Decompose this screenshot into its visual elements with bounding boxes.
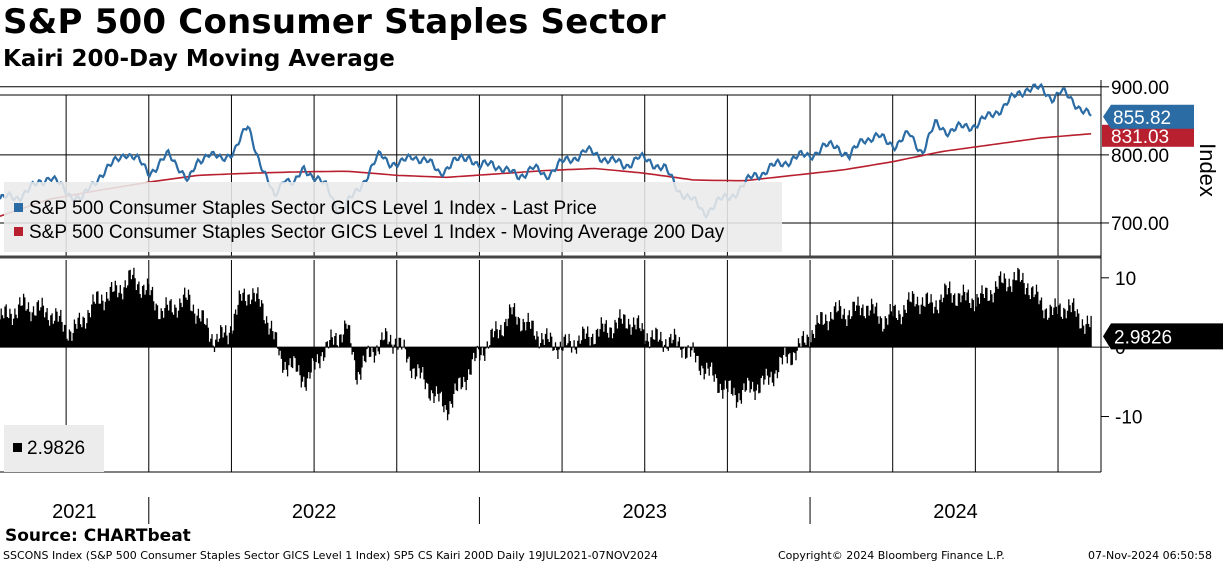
footer-timestamp: 07-Nov-2024 06:50:58 [1088, 549, 1213, 562]
price-value-tag [1103, 104, 1194, 129]
price-y-axis-label: Index [1195, 143, 1220, 197]
kairi-value-tag [1103, 323, 1223, 350]
kairi-legend: 2.9826 [4, 425, 104, 472]
moving-average-line [0, 133, 1092, 217]
price-legend: S&P 500 Consumer Staples Sector GICS Lev… [4, 182, 782, 252]
legend-swatch-moving-average [14, 227, 23, 236]
kairi-histogram [0, 267, 1092, 421]
source-note: Source: CHARTbeat [5, 526, 191, 546]
x-tick-label: 2024 [933, 501, 978, 523]
kairi-value-label: 2.9826 [1114, 327, 1172, 348]
chart-title: S&P 500 Consumer Staples Sector [3, 2, 666, 42]
price-y-tick-label: 800.00 [1111, 146, 1169, 167]
legend-item-last-price: S&P 500 Consumer Staples Sector GICS Lev… [14, 198, 597, 220]
footer-copyright: Copyright© 2024 Bloomberg Finance L.P. [778, 549, 1005, 562]
legend-label-kairi: 2.9826 [27, 438, 86, 459]
price-y-tick-label: 700.00 [1111, 214, 1169, 235]
grid-lines [0, 86, 1101, 472]
kairi-bars [0, 267, 1092, 421]
x-tick-label: 2023 [622, 501, 667, 523]
price-y-tick-label: 900.00 [1111, 78, 1169, 99]
last-price-line [0, 82, 1092, 220]
x-tick-label: 2021 [52, 501, 97, 523]
price-lines [0, 82, 1092, 220]
legend-label-moving-average: S&P 500 Consumer Staples Sector GICS Lev… [29, 222, 725, 243]
chart-subtitle: Kairi 200-Day Moving Average [3, 46, 395, 72]
ma-value-tag [1102, 124, 1194, 147]
kairi-y-tick-label: -10 [1115, 408, 1142, 429]
ma-value-label: 831.03 [1111, 127, 1169, 148]
legend-label-last-price: S&P 500 Consumer Staples Sector GICS Lev… [29, 198, 597, 219]
kairi-y-tick-label: 10 [1115, 269, 1136, 290]
legend-item-moving-average: S&P 500 Consumer Staples Sector GICS Lev… [14, 222, 724, 244]
x-tick-label: 2022 [292, 501, 337, 523]
legend-swatch-kairi [13, 443, 22, 452]
footer-description: SSCONS Index (S&P 500 Consumer Staples S… [3, 549, 658, 562]
axis-labels: 700.00800.00900.00-10010Index831.03855.8… [52, 78, 1223, 523]
price-value-label: 855.82 [1113, 108, 1171, 129]
legend-swatch-last-price [14, 203, 23, 212]
axes [0, 80, 1109, 524]
